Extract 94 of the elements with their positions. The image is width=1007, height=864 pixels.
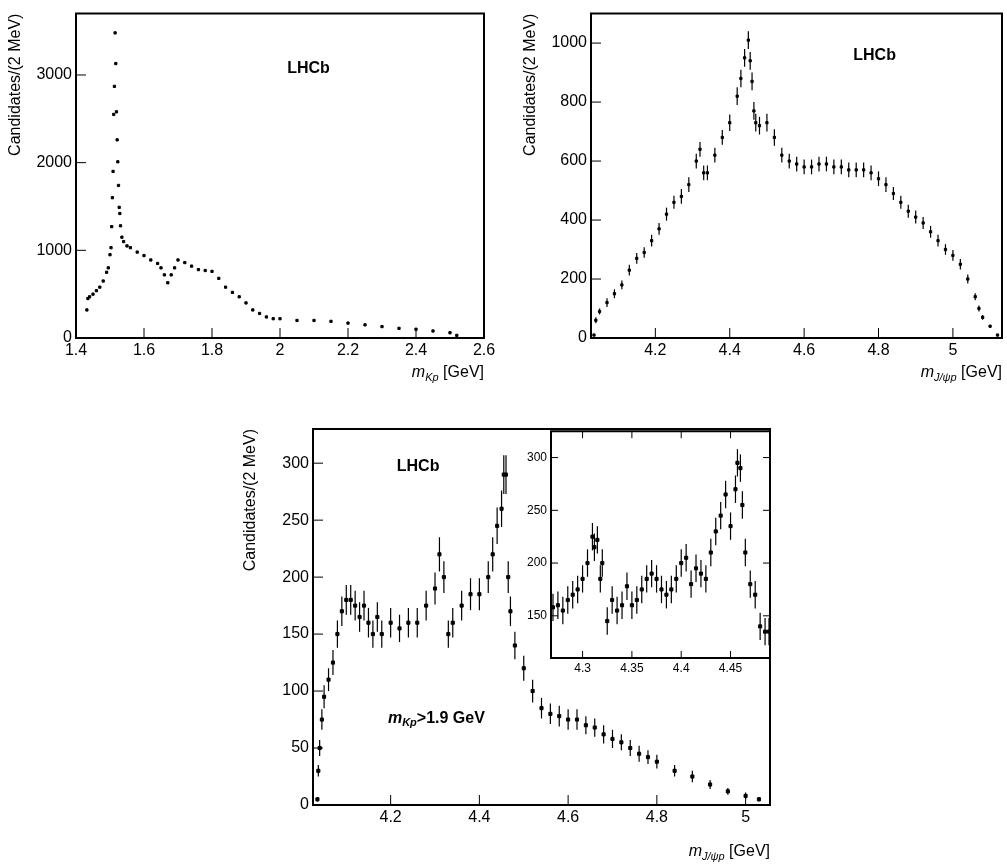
x-tick-label: 2.6 [472,341,496,359]
y-tick-label: 250 [282,510,310,528]
annotation: LHCb [396,457,440,475]
point [619,603,625,608]
point [684,555,689,560]
point [605,619,610,624]
point [565,597,570,603]
y-tick-label: 200 [560,269,588,287]
point [708,550,713,555]
point [644,576,649,581]
point [735,460,740,465]
point [570,592,575,597]
point [592,545,597,550]
x-tick-label: 5 [741,808,751,826]
point [743,550,748,555]
point [654,576,659,581]
x-tick-label: 4.2 [644,341,667,359]
x-tick-label: 2.2 [336,341,360,359]
x-tick-label: 4.8 [645,808,669,826]
point [679,561,684,566]
y-tick-label: 300 [282,453,310,471]
point [703,576,708,581]
y-tick-label: 150 [526,608,548,623]
y-tick-label: 800 [560,92,588,110]
annotation: LHCb [853,46,897,64]
point [585,561,590,566]
point [590,534,595,539]
x-tick-label: 4.3 [574,660,592,675]
y-tick-label: 300 [526,449,548,464]
x-tick-label: 4.6 [557,808,580,826]
y-tick-label: 150 [282,624,310,642]
x-tick-label: 4.45 [718,660,743,675]
x-tick-label: 2 [275,341,285,359]
point [600,561,605,566]
point [738,466,743,471]
x-tick-label: 4.4 [718,341,741,359]
point [664,592,669,597]
y-tick-label: 200 [282,567,310,585]
x-tick-label: 4.8 [867,341,890,359]
y-tick-label: 0 [578,328,588,346]
point [639,587,644,592]
x-tick-label: 1.6 [132,341,156,359]
point [723,492,728,497]
point [615,608,620,613]
point [674,576,679,581]
x-tick-label: 2.4 [404,341,428,359]
point [693,566,699,571]
annotation: LHCb [287,59,331,77]
point [718,513,723,518]
point [555,603,560,608]
point [669,587,674,592]
x-tick-label: 1.8 [200,341,224,359]
point [634,597,639,603]
y-tick-label: 2000 [36,153,73,171]
y-tick-label: 200 [526,555,548,570]
point [551,605,556,610]
y-axis-title: Candidates/(2 MeV) [6,13,24,156]
y-tick-label: 1000 [551,33,588,51]
x-tick-label: 4.2 [379,808,402,826]
point [598,576,603,581]
point [758,624,763,629]
point [728,524,733,529]
point [753,592,758,597]
y-tick-label: 250 [526,502,548,517]
y-tick-label: 400 [560,210,588,228]
x-tick-label: 1.4 [64,341,88,359]
point [560,608,565,613]
point [740,502,745,508]
point [659,587,664,592]
y-tick-label: 50 [291,738,310,756]
point [580,576,585,581]
y-tick-label: 0 [300,795,310,813]
x-tick-label: 4.4 [468,808,491,826]
point [629,603,634,608]
point [748,582,753,587]
point [713,529,718,534]
point [733,487,738,492]
point [698,571,703,576]
point [624,584,630,589]
point [575,587,580,592]
y-tick-label: 3000 [36,65,73,83]
y-axis-title: Candidates/(2 MeV) [521,13,539,156]
point [610,597,615,603]
y-tick-label: 100 [282,681,310,699]
x-tick-label: 5 [948,341,958,359]
point [689,582,694,587]
x-tick-label: 4.4 [672,660,690,675]
y-tick-label: 600 [560,151,588,169]
point [595,537,600,542]
y-axis-title: Candidates/(2 MeV) [241,428,259,572]
x-tick-label: 4.35 [620,660,644,675]
point [649,571,654,576]
x-tick-label: 4.6 [793,341,816,359]
y-tick-label: 1000 [36,240,73,258]
